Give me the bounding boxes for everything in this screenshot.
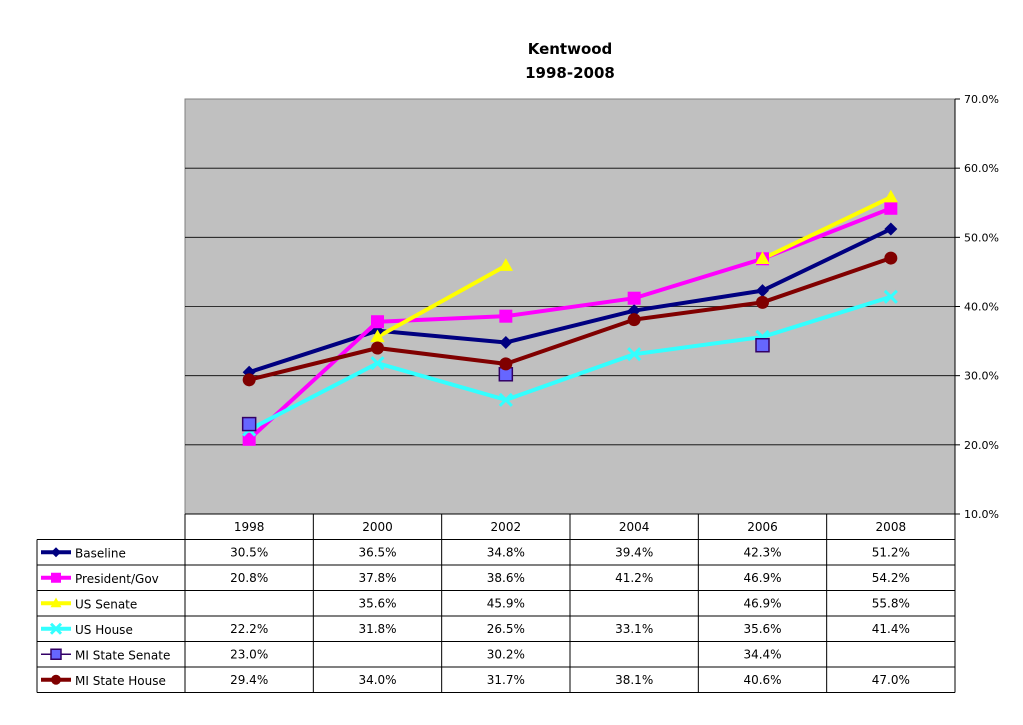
data-label: 47.0%: [872, 673, 910, 687]
data-point-baseline: [756, 284, 769, 298]
data-label: 35.6%: [358, 596, 396, 610]
series-line-us-house: [247, 294, 893, 432]
data-point-us-house: [883, 289, 898, 304]
data-label: 37.8%: [358, 571, 396, 585]
data-label: 30.2%: [487, 647, 525, 661]
data-label: 23.0%: [230, 647, 268, 661]
data-label: 34.8%: [487, 545, 525, 559]
data-point-mi-state-house: [756, 295, 769, 309]
data-label: 22.2%: [230, 622, 268, 636]
y-tick-label: 40.0%: [964, 301, 999, 314]
legend-key-marker: [49, 622, 63, 635]
legend-key-marker: [51, 572, 61, 583]
data-label: 29.4%: [230, 673, 268, 687]
data-point-mi-state-senate: [241, 416, 257, 432]
legend-label-mi-state-house: MI State House: [75, 674, 166, 688]
data-point-us-senate: [498, 258, 513, 271]
y-tick-label: 30.0%: [964, 370, 999, 383]
data-point-mi-state-house: [242, 373, 256, 387]
data-point-us-senate: [755, 251, 770, 264]
series-line-us-senate: [760, 195, 893, 261]
data-label: 46.9%: [743, 571, 781, 585]
data-label: 35.6%: [743, 622, 781, 636]
data-point-president-gov: [371, 315, 384, 329]
chart-subtitle: 1998-2008: [525, 64, 615, 82]
y-tick-label: 60.0%: [964, 162, 999, 175]
data-label: 38.1%: [615, 673, 653, 687]
data-point-president-gov: [242, 432, 256, 446]
data-label: 33.1%: [615, 622, 653, 636]
legend-key-marker: [50, 648, 62, 660]
x-tick-label: 2008: [876, 520, 907, 534]
x-tick-label: 1998: [234, 520, 265, 534]
data-label: 46.9%: [743, 596, 781, 610]
data-label: 38.6%: [487, 571, 525, 585]
data-label: 20.8%: [230, 571, 268, 585]
data-point-mi-state-house: [371, 341, 384, 355]
data-label: 31.7%: [487, 673, 525, 687]
data-point-baseline: [499, 335, 513, 349]
data-point-mi-state-house: [627, 313, 641, 327]
data-label: 34.4%: [743, 647, 781, 661]
series-line-mi-state-house: [247, 256, 893, 382]
data-label: 55.8%: [872, 596, 910, 610]
data-label: 40.6%: [743, 673, 781, 687]
data-label: 42.3%: [743, 545, 781, 559]
data-point-mi-state-house: [884, 251, 898, 265]
y-tick-label: 10.0%: [964, 508, 999, 521]
data-label: 36.5%: [358, 545, 396, 559]
data-point-us-senate: [883, 189, 898, 203]
legend-label-us-house: US House: [75, 623, 133, 637]
data-point-baseline: [627, 304, 641, 318]
data-label: 41.4%: [872, 622, 910, 636]
data-point-mi-state-senate: [755, 337, 770, 353]
data-label: 41.2%: [615, 571, 653, 585]
data-point-president-gov: [499, 309, 513, 323]
chart-title: Kentwood: [527, 40, 613, 58]
data-label: 31.8%: [358, 622, 396, 636]
x-tick-label: 2006: [747, 520, 778, 534]
data-point-mi-state-house: [499, 357, 513, 371]
data-label: 45.9%: [487, 596, 525, 610]
data-point-president-gov: [627, 291, 641, 305]
data-point-us-house: [498, 392, 513, 407]
data-label: 34.0%: [358, 673, 396, 687]
legend-key-marker: [51, 674, 61, 685]
y-tick-label: 50.0%: [964, 231, 999, 244]
series-line-us-senate: [375, 263, 508, 339]
legend-key-marker: [51, 547, 61, 558]
y-tick-label: 70.0%: [964, 93, 999, 106]
data-label: 26.5%: [487, 622, 525, 636]
data-point-us-house: [627, 347, 642, 362]
x-tick-label: 2004: [619, 520, 650, 534]
x-tick-label: 2000: [362, 520, 393, 534]
data-label: 51.2%: [872, 545, 910, 559]
legend-label-mi-state-senate: MI State Senate: [75, 648, 170, 662]
data-point-us-senate: [370, 329, 385, 343]
data-label: 30.5%: [230, 545, 268, 559]
x-tick-label: 2002: [491, 520, 522, 534]
y-tick-label: 20.0%: [964, 439, 999, 452]
legend-label-us-senate: US Senate: [75, 597, 137, 611]
data-point-us-house: [370, 356, 385, 371]
data-point-baseline: [884, 222, 898, 236]
data-point-president-gov: [884, 201, 898, 215]
data-label: 54.2%: [872, 571, 910, 585]
series-line-baseline: [247, 227, 893, 375]
legend-label-baseline: Baseline: [75, 546, 126, 560]
legend-key-marker: [50, 597, 62, 608]
data-label: 39.4%: [615, 545, 653, 559]
legend-label-president-gov: President/Gov: [75, 572, 159, 586]
